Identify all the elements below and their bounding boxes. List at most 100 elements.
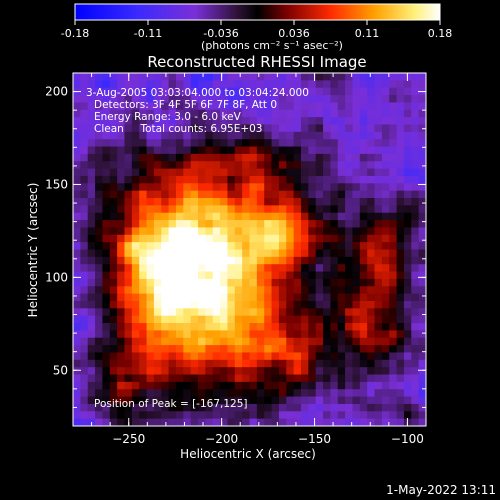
heatmap-cell [124, 198, 133, 206]
heatmap-cell [323, 323, 331, 331]
heatmap-cell [403, 220, 412, 228]
heatmap-cell [323, 220, 331, 228]
heatmap-cell [124, 389, 133, 397]
heatmap-cell [198, 87, 206, 96]
heatmap-cell [345, 374, 353, 383]
heatmap-cell [271, 146, 280, 155]
heatmap-cell [308, 242, 317, 250]
heatmap-cell [308, 278, 317, 287]
heatmap-cell [286, 242, 295, 250]
heatmap-cell [117, 124, 125, 133]
heatmap-cell [286, 146, 295, 155]
heatmap-cell [359, 146, 368, 155]
heatmap-cell [337, 359, 346, 368]
heatmap-cell [131, 95, 140, 103]
heatmap-cell [95, 198, 103, 206]
heatmap-cell [205, 139, 214, 147]
heatmap-cell [190, 264, 199, 272]
heatmap-cell [367, 212, 375, 221]
heatmap-cell [153, 249, 162, 258]
heatmap-cell [212, 227, 221, 236]
heatmap-cell [95, 323, 103, 331]
heatmap-cell [300, 293, 309, 302]
heatmap-cell [367, 139, 375, 147]
heatmap-cell [117, 220, 125, 228]
heatmap-cell [315, 352, 324, 361]
heatmap-cell [242, 95, 250, 103]
heatmap-cell [389, 205, 397, 214]
heatmap-cell [131, 418, 140, 427]
heatmap-cell [271, 337, 280, 346]
heatmap-cell [264, 352, 272, 361]
heatmap-cell [389, 80, 397, 89]
heatmap-cell [168, 249, 177, 258]
heatmap-cell [264, 293, 272, 302]
heatmap-cell [234, 359, 243, 368]
heatmap-cell [396, 396, 405, 405]
heatmap-cell [411, 352, 420, 361]
heatmap-cell [308, 367, 317, 375]
heatmap-cell [389, 102, 397, 111]
heatmap-cell [300, 117, 309, 125]
heatmap-cell [131, 403, 140, 412]
heatmap-cell [330, 381, 339, 390]
heatmap-cell [153, 73, 162, 81]
heatmap-cell [323, 337, 331, 346]
heatmap-cell [345, 330, 353, 339]
heatmap-cell [308, 139, 317, 147]
heatmap-cell [396, 330, 405, 339]
heatmap-cell [323, 271, 331, 280]
heatmap-cell [337, 146, 346, 155]
heatmap-cell [234, 315, 243, 324]
heatmap-cell [146, 190, 155, 199]
heatmap-cell [315, 198, 324, 206]
heatmap-cell [161, 359, 169, 368]
heatmap-cell [117, 73, 125, 81]
heatmap-cell [249, 198, 258, 206]
heatmap-cell [403, 264, 412, 272]
heatmap-cell [249, 374, 258, 383]
heatmap-cell [330, 264, 339, 272]
heatmap-cell [146, 293, 155, 302]
heatmap-cell [374, 271, 383, 280]
heatmap-cell [403, 337, 412, 346]
heatmap-cell [212, 220, 221, 228]
heatmap-cell [403, 359, 412, 368]
heatmap-cell [381, 212, 390, 221]
heatmap-cell [308, 271, 317, 280]
heatmap-cell [396, 183, 405, 192]
heatmap-cell [242, 124, 250, 133]
heatmap-cell [323, 227, 331, 236]
heatmap-cell [352, 220, 361, 228]
heatmap-cell [220, 337, 228, 346]
heatmap-cell [109, 249, 118, 258]
heatmap-cell [146, 80, 155, 89]
heatmap-cell [352, 95, 361, 103]
heatmap-cell [175, 411, 184, 420]
heatmap-cell [95, 87, 103, 96]
heatmap-cell [190, 330, 199, 339]
heatmap-cell [139, 389, 147, 397]
heatmap-cell [198, 337, 206, 346]
heatmap-cell [198, 242, 206, 250]
heatmap-cell [337, 212, 346, 221]
heatmap-cell [117, 205, 125, 214]
heatmap-cell [87, 264, 96, 272]
heatmap-cell [330, 168, 339, 177]
heatmap-cell [131, 359, 140, 368]
heatmap-cell [271, 286, 280, 295]
heatmap-cell [418, 264, 427, 272]
heatmap-cell [205, 315, 214, 324]
heatmap-cell [102, 396, 111, 405]
heatmap-cell [212, 403, 221, 412]
heatmap-cell [220, 271, 228, 280]
heatmap-cell [278, 271, 287, 280]
heatmap-cell [367, 367, 375, 375]
heatmap-cell [293, 175, 302, 184]
colorbar-unit-label: (photons cm⁻² s⁻¹ asec⁻²) [201, 39, 343, 52]
heatmap-cell [367, 411, 375, 420]
heatmap-cell [330, 389, 339, 397]
heatmap-cell [256, 153, 265, 162]
heatmap-cell [139, 95, 147, 103]
heatmap-cell [315, 418, 324, 427]
